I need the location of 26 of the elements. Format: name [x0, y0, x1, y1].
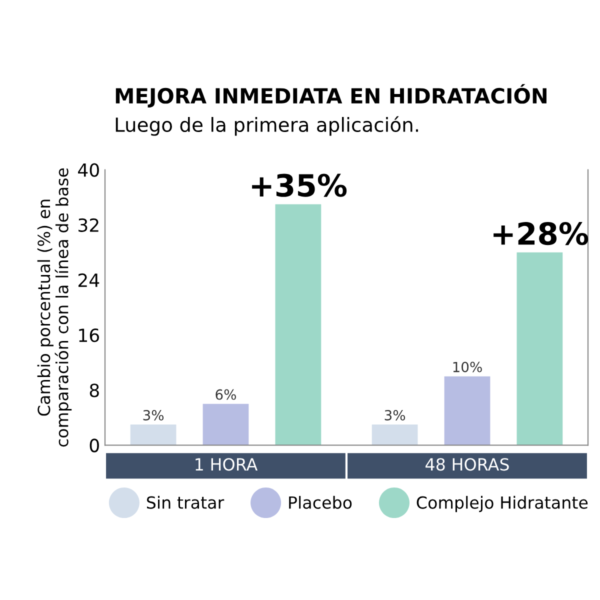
- legend-label: Placebo: [289, 496, 352, 509]
- data-label: 3%: [143, 410, 164, 420]
- y-tick-label: 32: [78, 218, 98, 232]
- chart-subtitle: Luego de la primera aplicación.: [116, 116, 418, 136]
- legend-label: Sin tratar: [146, 496, 224, 509]
- y-tick-label: 40: [78, 163, 99, 177]
- y-tick-label: 16: [79, 328, 99, 342]
- legend-label: Complejo Hidratante: [416, 496, 588, 512]
- x-tick-label: 48 HORAS: [426, 458, 509, 471]
- data-label: 3%: [384, 410, 406, 420]
- y-axis-title: Cambio porcentual (%) en comparación con la línea de base: [37, 168, 72, 447]
- y-tick-label: 24: [78, 273, 100, 287]
- data-label: +28%: [494, 222, 588, 246]
- data-label: +35%: [252, 174, 347, 197]
- chart-title: MEJORA INMEDIATA EN HIDRATACIÓN: [116, 84, 546, 108]
- bar: [275, 204, 322, 446]
- y-tick-label: 8: [90, 384, 99, 398]
- bar: [516, 252, 563, 446]
- bar: [202, 404, 249, 446]
- data-label: 10%: [453, 362, 482, 372]
- bar: [130, 424, 176, 446]
- data-label: 6%: [216, 389, 236, 400]
- bar: [444, 376, 490, 446]
- bar: [372, 424, 418, 446]
- x-tick-label: 1 HORA: [196, 458, 258, 471]
- y-tick-label: 0: [90, 438, 99, 452]
